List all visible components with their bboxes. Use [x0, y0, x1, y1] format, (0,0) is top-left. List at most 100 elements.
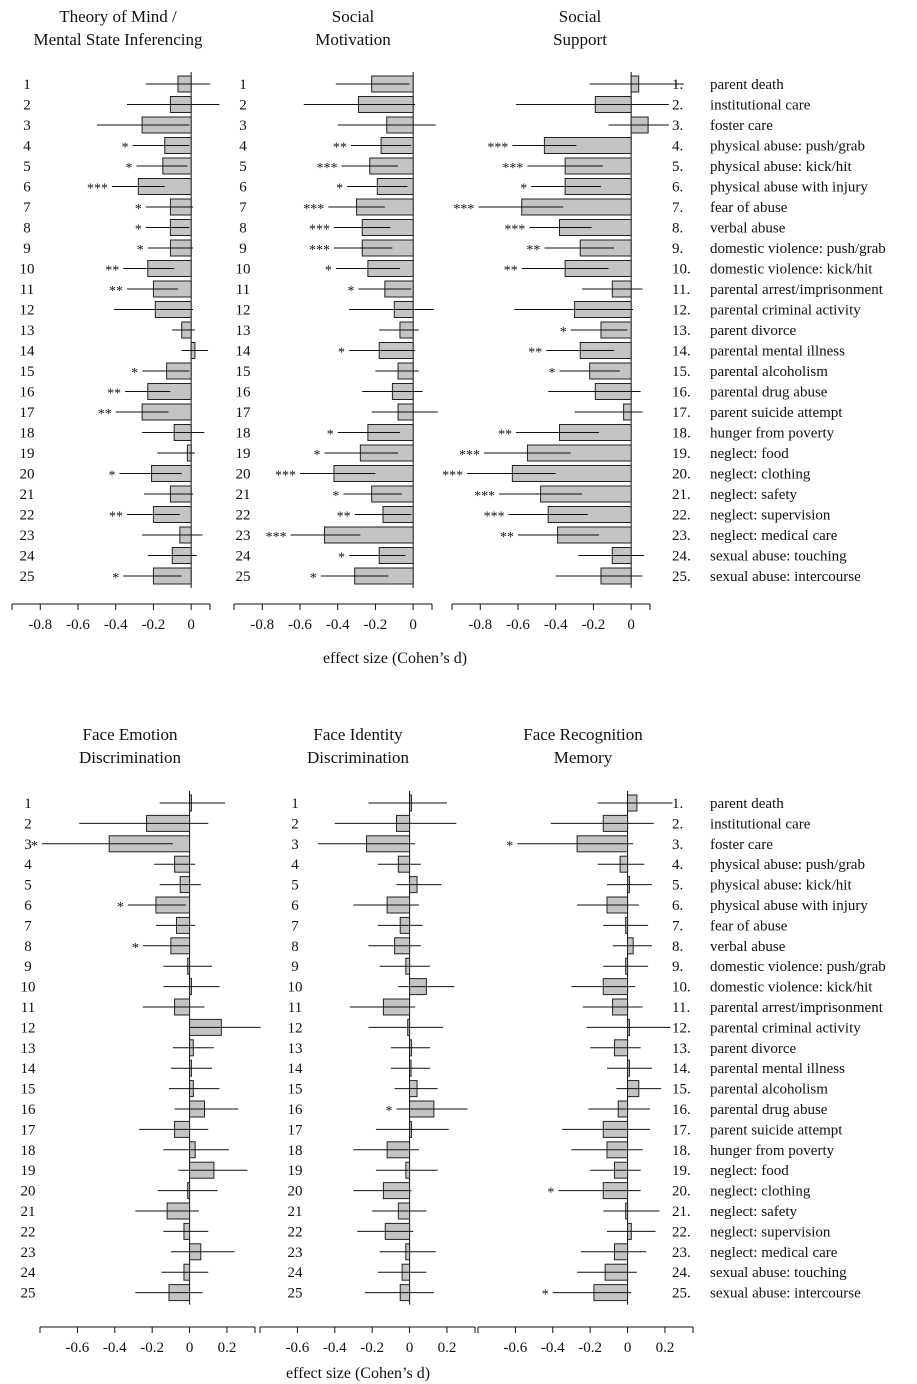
x-tick-label: 0.2: [218, 1340, 237, 1356]
row-number: 6: [239, 180, 247, 196]
significance-marker: **: [98, 407, 112, 422]
significance-marker: *: [310, 571, 317, 586]
significance-marker: *: [125, 161, 132, 176]
row-number: 17: [21, 1122, 37, 1138]
row-number: 11: [20, 282, 34, 298]
chart-title-line-2: Motivation: [315, 30, 391, 49]
row-number: 2: [239, 98, 247, 114]
x-tick-label: -0.6: [504, 1340, 528, 1356]
row-number: 11: [21, 1000, 35, 1016]
row-number: 5: [239, 159, 247, 175]
significance-marker: *: [117, 900, 124, 915]
significance-marker: **: [333, 141, 347, 156]
significance-marker: *: [347, 284, 354, 299]
row-number: 24: [288, 1265, 304, 1281]
chart-title-line-2: Discrimination: [79, 748, 181, 767]
x-tick-label: -0.6: [288, 617, 312, 633]
x-tick-label: -0.2: [360, 1340, 384, 1356]
category-label: parent suicide attempt: [710, 405, 843, 421]
row-number: 2: [23, 98, 31, 114]
category-label: sexual abuse: intercourse: [710, 569, 861, 585]
row-number: 7: [23, 200, 31, 216]
category-number: 1.: [672, 77, 683, 93]
row-number: 6: [291, 898, 299, 914]
category-number: 17.: [672, 1122, 691, 1138]
category-label: parental mental illness: [710, 344, 845, 360]
significance-marker: *: [506, 839, 513, 854]
category-labels-top: 1. parent death 2. institutional care 3. fost…: [672, 77, 886, 585]
category-number: 14.: [672, 1061, 691, 1077]
category-label: fear of abuse: [710, 918, 788, 934]
chart-panel-5: Face IdentityDiscrimination1234567891011…: [259, 725, 476, 1356]
category-number: 1.: [672, 796, 683, 812]
significance-marker: *: [548, 366, 555, 381]
x-tick-label: 0: [187, 617, 195, 633]
row-number: 18: [21, 1143, 36, 1159]
category-label: parent divorce: [710, 323, 797, 339]
row-number: 9: [291, 959, 299, 975]
category-label: physical abuse: push/grab: [710, 139, 865, 155]
category-label: neglect: supervision: [710, 1224, 831, 1240]
row-number: 21: [236, 487, 251, 503]
row-number: 24: [21, 1265, 37, 1281]
row-number: 1: [24, 796, 32, 812]
category-number: 13.: [672, 1041, 691, 1057]
category-label: neglect: medical care: [710, 1245, 838, 1261]
significance-marker: **: [337, 510, 351, 525]
row-number: 23: [21, 1245, 36, 1261]
category-label: parental arrest/imprisonment: [710, 1000, 884, 1016]
category-number: 19.: [672, 446, 691, 462]
significance-marker: *: [137, 243, 144, 258]
row-number: 12: [236, 303, 251, 319]
significance-marker: ***: [309, 223, 330, 238]
row-number: 2: [291, 816, 299, 832]
category-label: parent divorce: [710, 1041, 797, 1057]
row-number: 7: [291, 918, 299, 934]
x-tick-label: -0.4: [103, 1340, 127, 1356]
row-number: 24: [236, 549, 252, 565]
category-label: foster care: [710, 837, 773, 853]
row-number: 1: [291, 796, 299, 812]
significance-marker: *: [338, 346, 345, 361]
category-label: institutional care: [710, 816, 811, 832]
category-label: physical abuse: kick/hit: [710, 878, 852, 894]
category-number: 8.: [672, 939, 683, 955]
category-number: 7.: [672, 918, 683, 934]
row-number: 14: [20, 344, 36, 360]
significance-marker: **: [109, 284, 123, 299]
category-label: physical abuse with injury: [710, 180, 868, 196]
x-tick-label: -0.2: [364, 617, 388, 633]
row-number: 4: [291, 857, 299, 873]
row-number: 9: [239, 241, 247, 257]
significance-marker: *: [132, 941, 139, 956]
row-number: 8: [291, 939, 299, 955]
category-number: 19.: [672, 1163, 691, 1179]
significance-marker: ***: [484, 510, 505, 525]
row-number: 22: [20, 508, 35, 524]
row-number: 22: [236, 508, 251, 524]
significance-marker: *: [336, 182, 343, 197]
significance-marker: *: [135, 202, 142, 217]
row-number: 10: [20, 262, 35, 278]
category-label: parental criminal activity: [710, 303, 861, 319]
row-number: 8: [24, 939, 32, 955]
row-number: 5: [24, 878, 32, 894]
significance-marker: ***: [502, 161, 523, 176]
row-number: 19: [21, 1163, 36, 1179]
category-number: 23.: [672, 1245, 691, 1261]
category-number: 24.: [672, 1265, 691, 1281]
x-tick-label: -0.6: [66, 617, 90, 633]
bottom-x-axis-label: effect size (Cohen’s d): [286, 1365, 430, 1382]
category-number: 9.: [672, 241, 683, 257]
row-number: 13: [236, 323, 251, 339]
row-number: 16: [236, 385, 252, 401]
row-number: 4: [24, 857, 32, 873]
row-number: 11: [288, 1000, 302, 1016]
category-number: 18.: [672, 1143, 691, 1159]
significance-marker: *: [385, 1104, 392, 1119]
row-number: 10: [21, 980, 36, 996]
chart-title-line-2: Memory: [554, 748, 613, 767]
significance-marker: ***: [266, 530, 287, 545]
